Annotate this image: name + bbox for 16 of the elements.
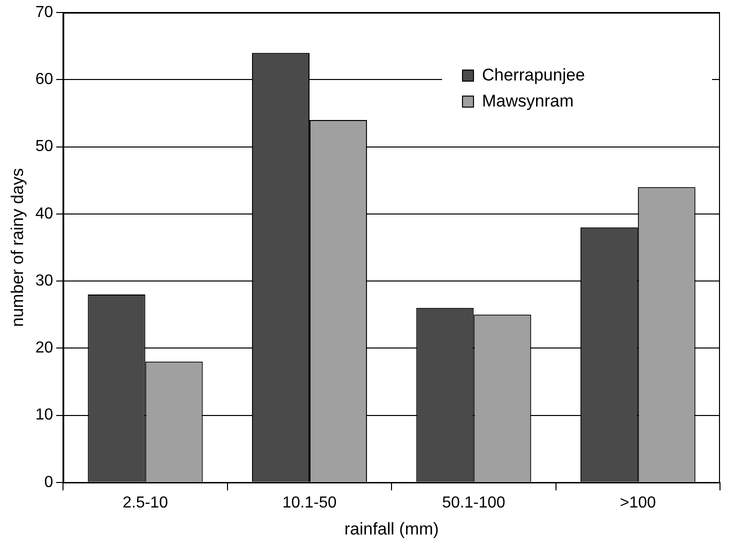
y-axis-title: number of rainy days <box>8 168 27 327</box>
x-tick-label: 50.1-100 <box>442 494 506 512</box>
y-tick-label: 10 <box>35 406 54 424</box>
x-tick-label: 10.1-50 <box>282 494 337 512</box>
legend-label: Cherrapunjee <box>482 65 586 84</box>
x-axis-title: rainfall (mm) <box>344 519 439 538</box>
y-tick-label: 40 <box>35 205 54 222</box>
y-tick-label: 20 <box>35 340 54 357</box>
y-tick-label: 70 <box>35 4 54 22</box>
x-tick-label: 2.5-10 <box>122 494 168 512</box>
x-tick-label: >100 <box>620 494 656 512</box>
y-tick-label: 60 <box>35 71 54 88</box>
y-tick-label: 0 <box>44 474 54 491</box>
y-tick-label: 50 <box>35 138 54 156</box>
legend-label: Mawsynram <box>482 91 574 110</box>
y-tick-label: 30 <box>35 272 54 290</box>
